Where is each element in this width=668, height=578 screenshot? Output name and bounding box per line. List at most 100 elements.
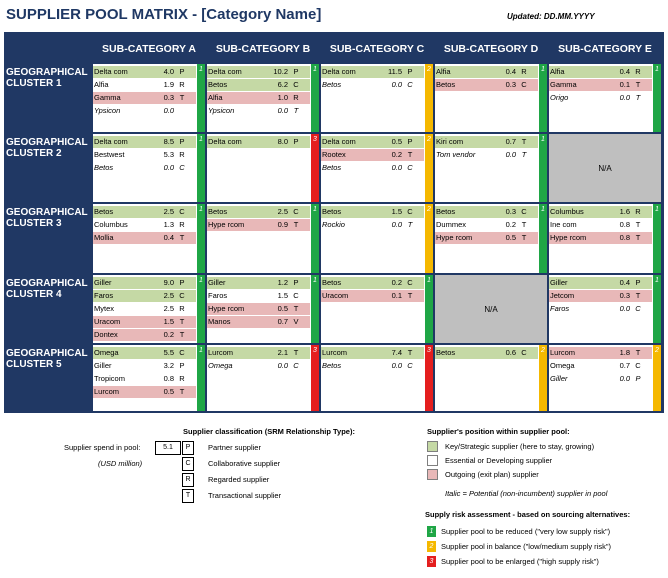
supplier-spend: 0.4 [619,67,630,76]
supplier-type: C [293,80,299,89]
supplier-spend: 0.4 [505,67,516,76]
supplier-spend: 1.9 [163,80,174,89]
supplier-spend: 0.1 [391,291,402,300]
matrix-cell: Columbus 1.6 R Ine com 0.8 T Hype rcom 0.8 T 1 [549,204,661,273]
matrix-cell: Betos 2.5 C Hype rcom 0.9 T 1 [207,204,319,273]
supplier-entry: Delta com 8.0 P [207,136,310,148]
position-swatch [427,455,438,466]
supplier-spend: 0.9 [277,220,288,229]
supplier-type: C [407,361,413,370]
supplier-type: R [179,304,185,313]
supplier-spend: 0.0 [391,80,402,89]
risk-indicator: 1 [653,64,661,132]
supplier-spend: 5.5 [163,348,174,357]
risk-indicator: 1 [653,204,661,273]
supplier-name: Dummex [436,220,467,229]
supplier-type: T [407,220,413,229]
risk-indicator: 2 [539,345,547,411]
supplier-spend: 2.5 [163,304,174,313]
supplier-spend: 1.5 [277,291,288,300]
supplier-name: Faros [550,304,570,313]
supplier-type: C [293,291,299,300]
supplier-entry: Hype rcom 0.5 T [207,303,310,315]
supplier-type: C [521,207,527,216]
supplier-spend: 0.0 [391,220,402,229]
supplier-spend: 0.0 [163,106,174,115]
supplier-spend: 0.8 [619,220,630,229]
page-title: SUPPLIER POOL MATRIX - [Category Name] [6,6,322,23]
supplier-entry: Giller 0.4 P [549,277,652,289]
matrix-cell: Giller 1.2 P Faros 1.5 C Hype rcom 0.5 T Manos 0.7… [207,275,319,343]
supplier-type: T [293,348,299,357]
supplier-entry: Hype rcom 0.8 T [549,232,652,244]
supplier-type: P [179,361,185,370]
classification-title: Supplier classification (SRM Relationshi… [183,427,355,436]
supplier-spend: 0.5 [277,304,288,313]
supplier-spend: 0.3 [619,291,630,300]
position-swatch [427,469,438,480]
supplier-entry: Alfia 1.0 R [207,92,310,104]
supplier-name: Faros [94,291,114,300]
supplier-entry: Ypsicon 0.0 [93,105,196,117]
supplier-spend: 0.0 [391,361,402,370]
supplier-type: T [179,93,185,102]
supplier-spend: 0.0 [619,374,630,383]
supplier-entry: Dummex 0.2 T [435,219,538,231]
position-label: Outgoing (exit plan) supplier [445,470,539,479]
row-header-1: GEOGRAPHICAL CLUSTER 1 [6,67,88,89]
supplier-name: Hype rcom [208,304,245,313]
potential-note: Italic = Potential (non-incumbent) suppl… [445,489,608,498]
supplier-type: C [521,80,527,89]
supplier-name: Betos [94,163,114,172]
supplier-entry: Bestwest 5.3 R [93,149,196,161]
supplier-name: Giller [208,278,226,287]
supplier-spend: 0.4 [619,278,630,287]
risk-indicator: 3 [425,345,433,411]
supplier-entry: Lurcom 7.4 T [321,347,424,359]
supplier-spend: 1.8 [619,348,630,357]
supplier-type: T [179,233,185,242]
supplier-entry: Origo 0.0 T [549,92,652,104]
supplier-spend: 4.0 [163,67,174,76]
supplier-type: T [407,348,413,357]
supplier-type: P [293,137,299,146]
supplier-type: T [635,220,641,229]
supplier-name: Delta com [322,67,356,76]
supplier-name: Betos [436,80,456,89]
supplier-type: C [293,361,299,370]
risk-label: Supplier pool to be enlarged ("high supp… [441,557,599,566]
supplier-type: P [407,67,413,76]
supplier-entry: Betos 0.3 C [435,79,538,91]
supplier-entry: Rockio 0.0 T [321,219,424,231]
na-label: N/A [598,163,612,173]
supplier-type: R [179,80,185,89]
supplier-entry: Betos 0.2 C [321,277,424,289]
supplier-type: T [407,291,413,300]
supplier-type: C [179,207,185,216]
column-header-5: SUB-CATEGORY E [558,43,652,55]
column-header-3: SUB-CATEGORY C [329,43,425,55]
supplier-name: Gamma [94,93,121,102]
supplier-spend: 1.0 [277,93,288,102]
supplier-spend: 7.4 [391,348,402,357]
supplier-entry: Giller 9.0 P [93,277,196,289]
supplier-name: Betos [322,207,342,216]
supplier-entry: Delta com 10.2 P [207,66,310,78]
supplier-name: Kiri com [436,137,464,146]
supplier-name: Omega [550,361,575,370]
supplier-name: Betos [436,348,456,357]
risk-indicator: 1 [311,275,319,343]
risk-indicator: 1 [197,345,205,411]
matrix-cell: Delta com 4.0 P Alfia 1.9 R Gamma 0.3 T Ypsicon 0.… [93,64,205,132]
risk-indicator: 1 [539,64,547,132]
supplier-spend: 0.4 [163,233,174,242]
supplier-spend: 6.2 [277,80,288,89]
supplier-entry: Dontex 0.2 T [93,329,196,341]
supplier-entry: Uracom 0.1 T [321,290,424,302]
position-title: Supplier's position within supplier pool… [427,427,570,436]
supplier-name: Uracom [322,291,349,300]
supplier-type: R [179,150,185,159]
supplier-entry: Delta com 8.5 P [93,136,196,148]
matrix-cell: Betos 0.6 C 2 [435,345,547,411]
supplier-spend: 11.5 [387,67,402,76]
